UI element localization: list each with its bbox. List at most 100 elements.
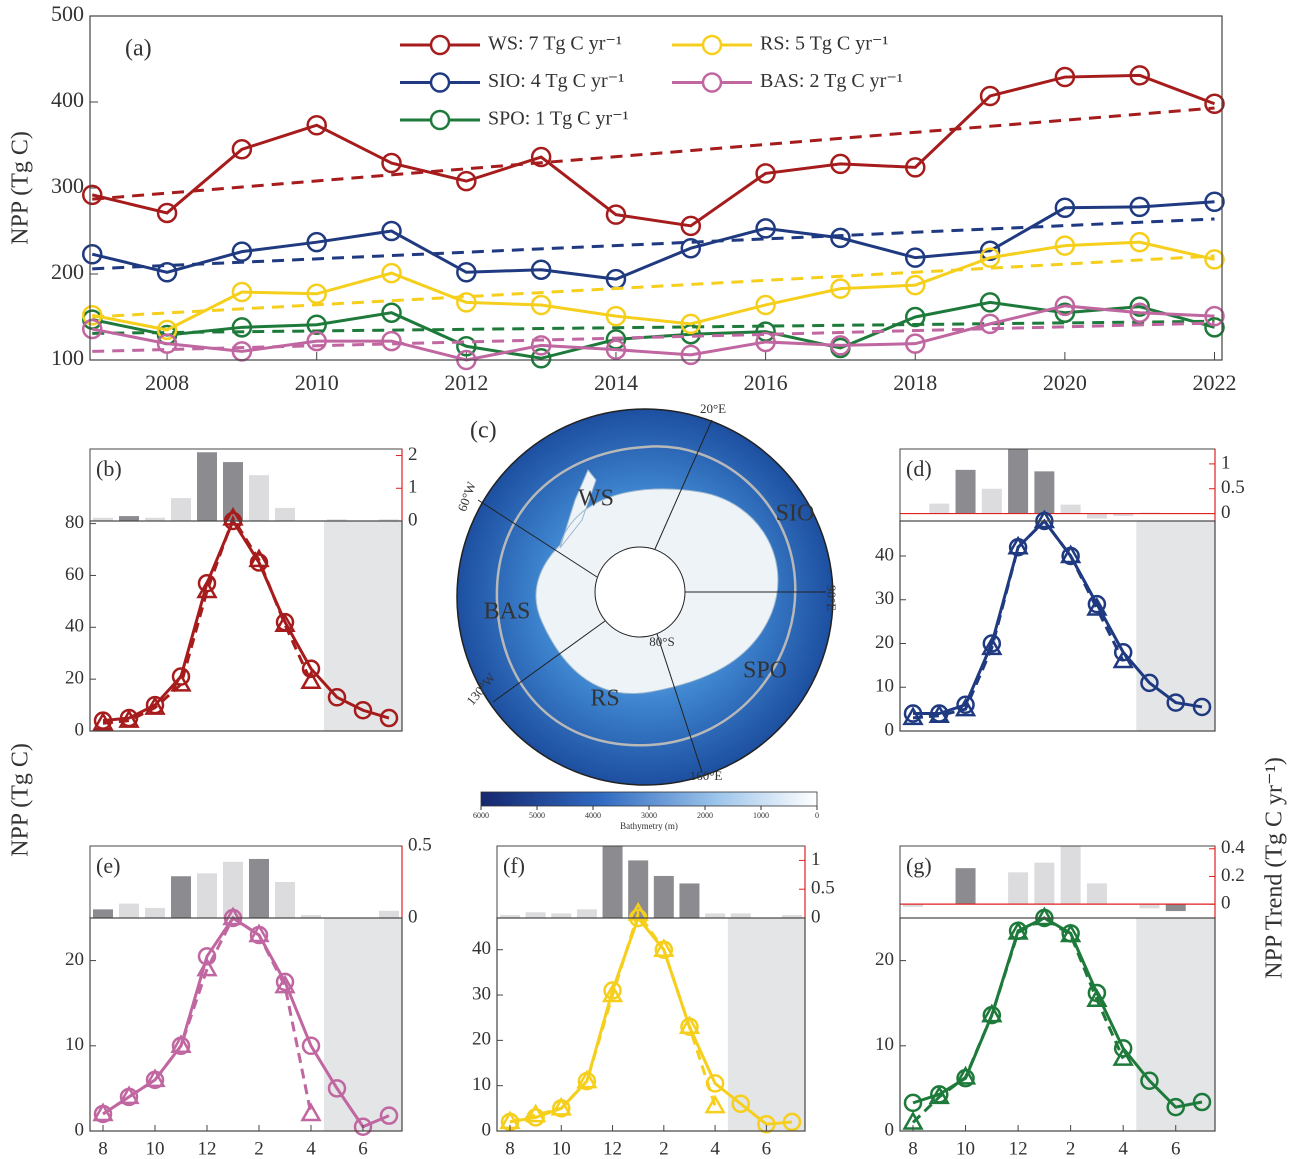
x-tick-label: 4 — [1118, 1138, 1128, 1159]
trend-bar — [603, 846, 623, 918]
y-tick-label: 20 — [472, 1029, 491, 1050]
latitude-label: 80°S — [649, 634, 674, 649]
panel-label: (c) — [470, 418, 497, 444]
x-tick-label: 6 — [358, 1138, 368, 1159]
trend-bar — [929, 504, 949, 514]
x-tick-label: 8 — [98, 1138, 108, 1159]
x-tick-label: 4 — [710, 1138, 720, 1159]
x-tick-label: 2018 — [893, 370, 937, 395]
shading — [728, 918, 805, 1131]
x-tick-label: 2 — [659, 1138, 669, 1159]
map: (c)WSSIOSPORSBAS20°E60°W90°E130°W160°E80… — [454, 401, 839, 831]
y2-tick-label: 0 — [811, 906, 821, 927]
x-tick-label: 12 — [603, 1138, 622, 1159]
legend-marker — [431, 74, 449, 92]
shared-y-label: NPP (Tg C) — [8, 743, 34, 857]
colorbar — [481, 792, 817, 806]
trend-bar — [654, 876, 674, 918]
trend-bar — [93, 909, 113, 918]
trend-bar — [119, 516, 139, 521]
colorbar-tick-label: 4000 — [585, 811, 601, 820]
y-tick-label: 40 — [65, 616, 84, 637]
y-tick-label: 40 — [875, 544, 894, 565]
panel-label: (b) — [96, 456, 122, 481]
trend-bar — [1061, 846, 1081, 904]
panel-label: (a) — [125, 36, 152, 62]
y-tick-label: 0 — [885, 1119, 895, 1140]
legend-label: SIO: 4 Tg C yr⁻¹ — [488, 70, 624, 92]
trend-line — [92, 219, 1214, 269]
y-tick-label: 30 — [472, 983, 491, 1004]
y-tick-label: 100 — [51, 345, 84, 370]
y2-tick-label: 0.2 — [1221, 865, 1245, 886]
longitude-label: 90°E — [824, 585, 839, 611]
legend-label: SPO: 1 Tg C yr⁻¹ — [488, 108, 629, 130]
y-tick-label: 20 — [65, 949, 84, 970]
y-tick-label: 10 — [65, 1034, 84, 1055]
y-tick-label: 300 — [51, 173, 84, 198]
x-tick-label: 10 — [146, 1138, 165, 1159]
y-tick-label: 30 — [875, 588, 894, 609]
bar-frame — [497, 846, 805, 918]
trend-bar — [197, 452, 217, 521]
colorbar-tick-label: 6000 — [473, 811, 489, 820]
region-label: WS — [578, 486, 614, 512]
x-tick-label: 12 — [198, 1138, 217, 1159]
region-label: BAS — [484, 599, 531, 625]
x-tick-label: 6 — [1171, 1138, 1181, 1159]
y-tick-label: 0 — [75, 1119, 85, 1140]
y2-tick-label: 1 — [408, 477, 418, 498]
panel-label: (e) — [96, 853, 120, 878]
y2-tick-label: 0 — [408, 509, 418, 530]
series-line — [103, 518, 311, 723]
series-line — [510, 913, 715, 1121]
x-tick-label: 10 — [552, 1138, 571, 1159]
trend-bar — [551, 913, 571, 918]
bar-frame — [90, 449, 402, 521]
shading — [324, 521, 402, 731]
trend-bar — [577, 909, 597, 918]
y-tick-label: 10 — [875, 1034, 894, 1055]
trend-bar — [956, 868, 976, 904]
trend-bar — [679, 883, 699, 918]
trend-bar — [956, 470, 976, 514]
trend-bar — [1034, 863, 1054, 905]
trend-bar — [526, 912, 546, 918]
series-line — [92, 75, 1214, 226]
point — [303, 1105, 320, 1120]
y2-tick-label: 0.5 — [1221, 477, 1245, 498]
y2-tick-label: 2 — [408, 444, 418, 465]
y-tick-label: 10 — [875, 676, 894, 697]
y2-tick-label: 0.4 — [1221, 837, 1245, 858]
y2-tick-label: 0 — [408, 906, 418, 927]
x-tick-label: 2012 — [444, 370, 488, 395]
trend-bar — [171, 498, 191, 521]
colorbar-tick-label: 0 — [815, 811, 819, 820]
panel-label: (f) — [503, 853, 525, 878]
x-tick-label: 8 — [908, 1138, 918, 1159]
y2-tick-label: 1 — [811, 849, 821, 870]
trend-bar — [1008, 449, 1028, 514]
x-tick-label: 8 — [505, 1138, 515, 1159]
legend-marker — [703, 36, 721, 54]
y-tick-label: 10 — [472, 1074, 491, 1095]
y2-tick-label: 0.5 — [811, 878, 835, 899]
x-tick-label: 2 — [254, 1138, 264, 1159]
trend-bar — [1034, 471, 1054, 513]
legend-marker — [431, 36, 449, 54]
y-tick-label: 0 — [482, 1119, 492, 1140]
x-tick-label: 2008 — [145, 370, 189, 395]
y-axis-label: NPP (Tg C) — [8, 131, 34, 245]
colorbar-label: Bathymetry (m) — [620, 821, 678, 831]
x-tick-label: 2014 — [594, 370, 638, 395]
x-tick-label: 2020 — [1043, 370, 1087, 395]
x-tick-label: 10 — [956, 1138, 975, 1159]
y2-tick-label: 0 — [1221, 502, 1231, 523]
figure: (c)WSSIOSPORSBAS20°E60°W90°E130°W160°E80… — [0, 0, 1298, 1159]
x-tick-label: 2 — [1066, 1138, 1076, 1159]
trend-bar — [705, 913, 725, 918]
x-tick-label: 6 — [762, 1138, 772, 1159]
colorbar-tick-label: 3000 — [641, 811, 657, 820]
trend-bar — [197, 873, 217, 918]
trend-bar — [731, 913, 751, 918]
